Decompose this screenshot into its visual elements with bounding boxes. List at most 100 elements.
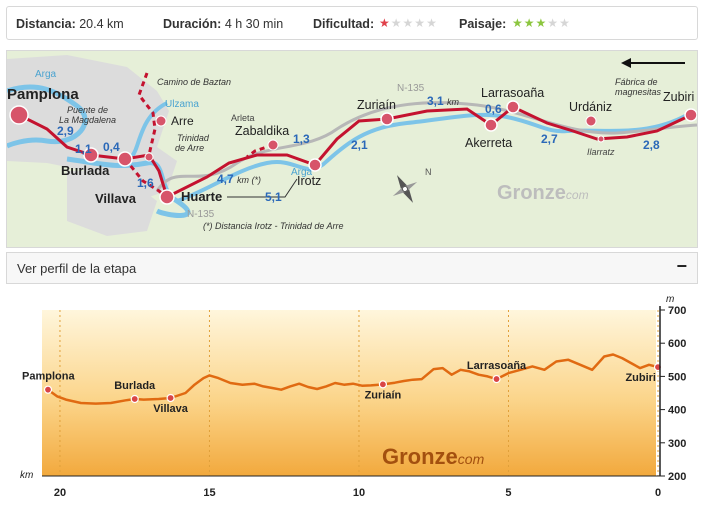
compass-icon (392, 175, 418, 203)
y-axis-unit: m (666, 294, 674, 305)
pamplona-label: Pamplona (7, 86, 79, 103)
burlada-label: Burlada (61, 163, 110, 178)
zabaldika-marker[interactable] (267, 139, 279, 151)
irotz-marker[interactable] (308, 158, 322, 172)
zuriain-marker[interactable] (380, 112, 394, 126)
zubiri-marker[interactable] (684, 108, 697, 122)
arleta-label: Arleta (231, 113, 255, 123)
zabaldika-variant-route (246, 143, 274, 159)
ilarratz-label: Ilarratz (587, 147, 615, 157)
landscape-label: Paisaje: (459, 17, 507, 31)
duration-label: Duración: (163, 17, 222, 31)
y-tick-label: 700 (668, 305, 686, 317)
larrasoana-label: Larrasoaña (481, 86, 544, 100)
trinidad-arre-marker[interactable] (144, 152, 154, 162)
star-empty-icon: ★ (402, 16, 415, 30)
town-point-label: Pamplona (22, 371, 75, 383)
arre-marker[interactable] (155, 115, 167, 127)
y-tick-label: 400 (668, 405, 686, 417)
trinidad-label-line1: Trinidad (177, 133, 210, 143)
town-point-label: Zuriaín (365, 389, 402, 401)
profile-title[interactable]: Ver perfil de la etapa (17, 261, 137, 276)
distance-burlada-villava: 1,1 (75, 142, 92, 156)
town-point (492, 374, 501, 384)
distance-villava-trinidad: 0,4 (103, 140, 120, 154)
camino-baztan-route (137, 72, 157, 156)
river-ulzama-label: Ulzama (165, 99, 199, 110)
distance-pamplona-burlada: 2,9 (57, 124, 74, 138)
villava-label: Villava (95, 191, 137, 206)
town-point-label: Villava (153, 403, 189, 415)
distance-zabaldika-irotz: 1,3 (293, 132, 310, 146)
difficulty-label: Dificultad: (313, 17, 375, 31)
x-tick-label: 5 (505, 487, 511, 499)
distance-stat: Distancia: 20.4 km (16, 17, 124, 31)
fabrica-label-line1: Fábrica de (615, 77, 658, 87)
road-n135-label-west: N-135 (187, 209, 215, 220)
y-tick-label: 300 (668, 438, 686, 450)
huarte-marker[interactable] (159, 189, 175, 205)
town-point (378, 380, 388, 389)
star-empty-icon: ★ (547, 16, 560, 30)
duration-stat: Duración: 4 h 30 min (163, 17, 283, 31)
river-arga-west (7, 84, 88, 149)
trinidad-label-line2: de Arre (175, 143, 204, 153)
town-point-label: Zubiri (625, 372, 656, 384)
ilarratz-marker[interactable] (597, 135, 605, 143)
map-brand-logo: Gronzecom (497, 182, 589, 204)
river-arga-label-west: Arga (35, 69, 57, 80)
pamplona-marker[interactable] (9, 105, 29, 125)
x-tick-label: 10 (353, 487, 365, 499)
town-point (166, 393, 175, 403)
urdaniz-label: Urdániz (569, 100, 612, 114)
distance-larrasoana-ilarratz: 2,7 (541, 132, 558, 146)
villava-marker[interactable] (117, 151, 133, 167)
huarte-label: Huarte (181, 189, 222, 204)
distance-ilarratz-zubiri: 2,8 (643, 138, 660, 152)
x-tick-label: 0 (655, 487, 661, 499)
x-tick-label: 15 (203, 487, 215, 499)
town-point (130, 394, 139, 404)
star-filled-icon: ★ (523, 16, 536, 30)
irotz-label: Irotz (297, 174, 321, 188)
distance-footnote: (*) Distancia Irotz - Trinidad de Arre (203, 221, 344, 231)
star-filled-icon: ★ (379, 16, 391, 30)
star-empty-icon: ★ (559, 16, 571, 30)
stage-stats-bar: Distancia: 20.4 km Duración: 4 h 30 min … (6, 6, 698, 40)
stage-map[interactable]: Pamplona Burlada Villava Huarte Arre Zab… (6, 50, 698, 248)
duration-value: 4 h 30 min (224, 17, 284, 31)
distance-irotz-zuriain: 2,1 (351, 138, 368, 152)
larrasoana-marker[interactable] (506, 100, 520, 114)
y-tick-label: 600 (668, 338, 686, 350)
road-n135-label-east: N-135 (397, 83, 425, 94)
distance-villava-huarte: 1,6 (137, 176, 154, 190)
huarte-variant-route (123, 158, 168, 199)
akerreta-label: Akerreta (465, 136, 512, 150)
urdaniz-marker[interactable] (585, 115, 597, 127)
profile-brand-logo: Gronzecom (382, 444, 485, 469)
zubiri-label: Zubiri (663, 90, 694, 104)
landscape-rating-stars: ★★★★★ (512, 16, 571, 30)
landscape-stat: Paisaje: (459, 17, 506, 31)
direction-arrow-icon (621, 58, 685, 68)
elevation-profile-chart: Pamplona Burlada Villava Zuriaín Larrasoaña Z… (20, 294, 686, 499)
star-empty-icon: ★ (426, 16, 438, 30)
puente-label-line1: Puente de (67, 105, 108, 115)
distance-trinidad-irotz: 4,7 km (*) (217, 172, 261, 186)
town-point-label: Burlada (114, 380, 156, 392)
y-tick-label: 200 (668, 471, 686, 483)
distance-zuriain-akerreta: 3,1 km (427, 94, 460, 108)
fabrica-label-line2: magnesitas (615, 87, 662, 97)
star-filled-icon: ★ (535, 16, 548, 30)
collapse-icon[interactable]: − (676, 256, 687, 276)
burlada-marker[interactable] (83, 147, 99, 163)
puente-label-line2: La Magdalena (59, 115, 116, 125)
star-empty-icon: ★ (390, 16, 403, 30)
arre-label: Arre (171, 114, 194, 128)
y-tick-label: 500 (668, 371, 686, 383)
elevation-profile: Pamplona Burlada Villava Zuriaín Larrasoaña Z… (6, 286, 698, 512)
akerreta-marker[interactable] (484, 118, 498, 132)
camino-baztan-label: Camino de Baztan (157, 77, 231, 87)
profile-toggle-bar[interactable]: Ver perfil de la etapa − (6, 252, 698, 284)
town-point-label: Larrasoaña (467, 360, 527, 372)
